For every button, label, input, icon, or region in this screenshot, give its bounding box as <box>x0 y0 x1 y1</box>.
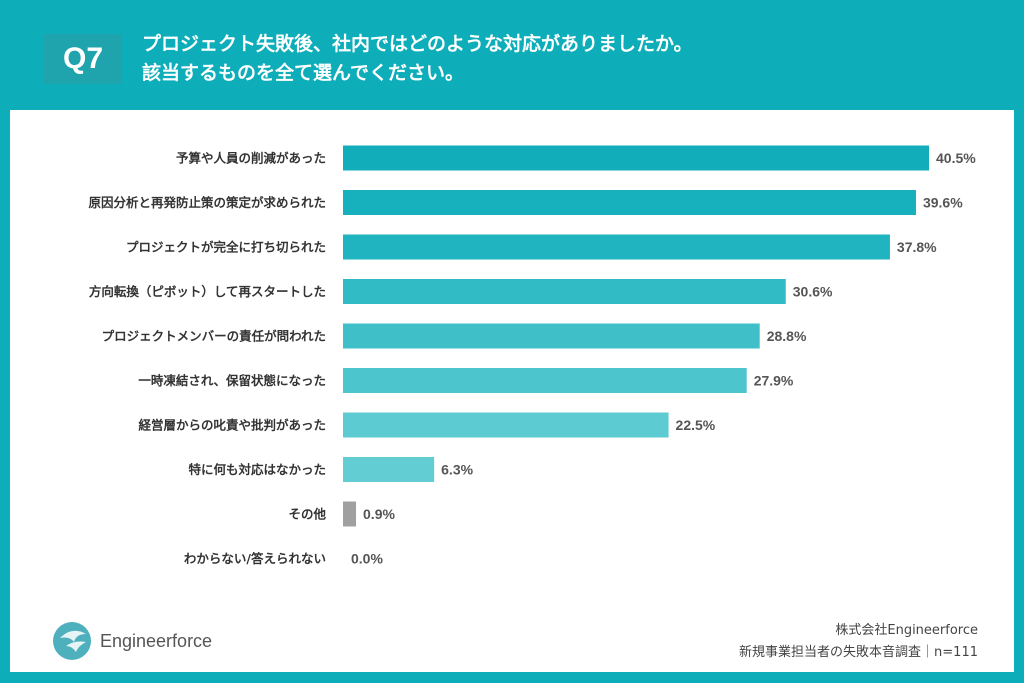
survey-info: 新規事業担当者の失敗本音調査｜n=111 <box>739 645 978 660</box>
bar <box>343 412 669 438</box>
title-line-1: プロジェクト失敗後、社内ではどのような対応がありましたか。 <box>142 33 693 55</box>
category-label: 経営層からの叱責や批判があった <box>138 418 326 433</box>
category-label: プロジェクトが完全に打ち切られた <box>126 240 326 255</box>
value-label: 6.3% <box>441 462 473 478</box>
category-label: わからない/答えられない <box>184 551 326 566</box>
bar <box>343 323 760 349</box>
logo-mark-icon <box>53 622 91 660</box>
value-label: 27.9% <box>754 373 794 389</box>
category-label: 方向転換（ピボット）して再スタートした <box>89 284 326 299</box>
value-label: 0.9% <box>363 506 395 522</box>
engineerforce-logo: Engineerforce <box>52 620 212 662</box>
bar <box>343 457 435 482</box>
company-name: 株式会社Engineerforce <box>835 623 978 638</box>
value-label: 30.6% <box>793 284 833 300</box>
question-title: プロジェクト失敗後、社内ではどのような対応がありましたか。 該当するものを全て選… <box>142 30 693 88</box>
bar <box>343 234 890 260</box>
bar <box>343 190 916 215</box>
logo-text: Engineerforce <box>100 630 213 651</box>
question-badge: Q7 <box>44 34 122 84</box>
bar <box>343 368 747 393</box>
value-label: 37.8% <box>897 239 937 255</box>
value-label: 0.0% <box>351 551 383 567</box>
category-label: 特に何も対応はなかった <box>188 462 326 477</box>
bar <box>343 279 786 304</box>
source-credit: 株式会社Engineerforce 新規事業担当者の失敗本音調査｜n=111 <box>739 620 978 664</box>
category-label: 原因分析と再発防止策の策定が求められた <box>88 195 326 210</box>
bar <box>343 145 929 171</box>
category-label: 予算や人員の削減があった <box>176 151 326 166</box>
value-label: 22.5% <box>676 417 716 433</box>
category-label: プロジェクトメンバーの責任が問われた <box>102 329 326 344</box>
value-label: 28.8% <box>767 328 807 344</box>
value-label: 40.5% <box>936 150 976 166</box>
category-label: 一時凍結され、保留状態になった <box>138 373 326 388</box>
category-label: その他 <box>288 507 326 522</box>
value-label: 39.6% <box>923 195 963 211</box>
bar <box>343 501 357 527</box>
title-line-2: 該当するものを全て選んでください。 <box>142 62 465 84</box>
